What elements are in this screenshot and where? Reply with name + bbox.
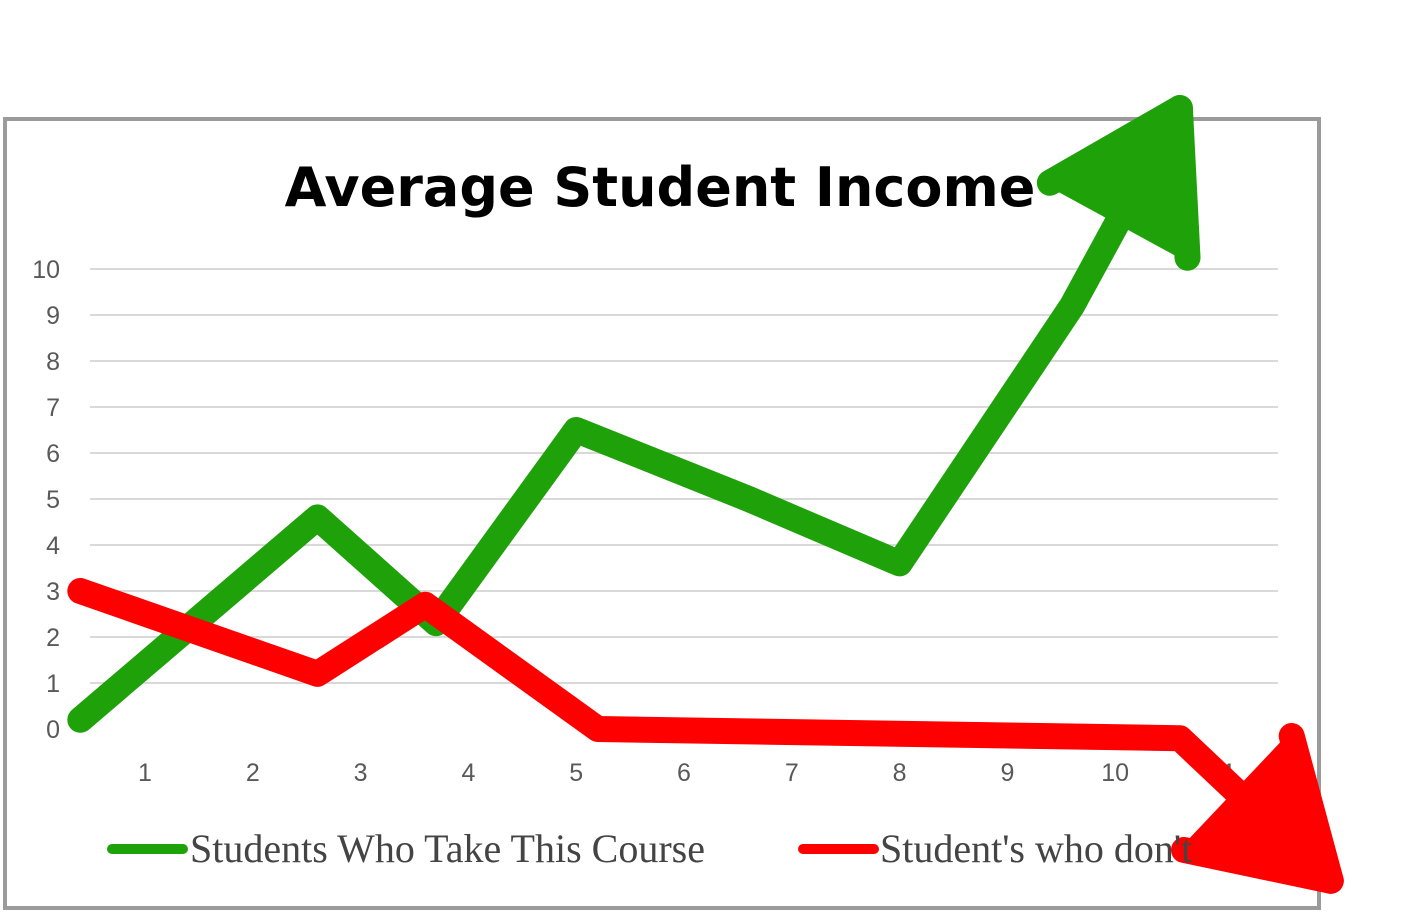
series-lines <box>67 95 1344 894</box>
x-tick-label: 10 <box>1101 759 1129 787</box>
y-tick-label: 2 <box>46 624 60 652</box>
data-point <box>744 495 753 503</box>
arrow-down-head <box>1176 728 1337 887</box>
data-point <box>313 513 322 522</box>
x-tick-label: 4 <box>461 759 475 787</box>
y-tick-label: 10 <box>32 256 60 284</box>
y-tick-label: 1 <box>46 670 60 698</box>
y-axis-ticks: 0 1 2 3 4 5 6 7 8 9 10 <box>32 256 60 744</box>
x-tick-label: 7 <box>785 759 799 787</box>
chart-title: Average Student Income <box>285 156 1036 219</box>
y-tick-label: 0 <box>46 716 60 744</box>
legend-label-1: Students Who Take This Course <box>190 826 705 871</box>
arrow-up-head <box>1041 101 1192 265</box>
x-tick-label: 6 <box>677 759 691 787</box>
y-tick-label: 6 <box>46 440 60 468</box>
y-tick-label: 9 <box>46 302 60 330</box>
x-tick-label: 9 <box>1000 759 1014 787</box>
data-point <box>313 669 322 678</box>
data-point <box>572 426 581 434</box>
x-tick-label: 1 <box>138 759 152 787</box>
x-axis-ticks: 1 2 3 4 5 6 7 8 9 10 11 <box>138 759 1236 787</box>
legend: Students Who Take This Course Student's w… <box>107 826 1192 871</box>
legend-label-2: Student's who don't <box>880 826 1192 871</box>
x-tick-label: 2 <box>246 759 260 787</box>
x-tick-label: 3 <box>354 759 368 787</box>
y-tick-label: 5 <box>46 486 60 514</box>
data-point <box>895 559 904 568</box>
data-point <box>421 600 430 609</box>
data-point <box>1175 734 1184 743</box>
x-tick-label: 5 <box>569 759 583 787</box>
data-point <box>1068 301 1077 310</box>
data-point <box>76 715 85 724</box>
gridlines <box>90 268 1278 684</box>
x-tick-label: 8 <box>893 759 907 787</box>
y-tick-label: 3 <box>46 578 60 606</box>
series-line-2 <box>67 578 1344 894</box>
y-tick-label: 8 <box>46 348 60 376</box>
data-point <box>76 587 85 595</box>
y-tick-label: 7 <box>46 394 60 422</box>
y-tick-label: 4 <box>46 532 60 560</box>
data-point <box>593 725 602 733</box>
